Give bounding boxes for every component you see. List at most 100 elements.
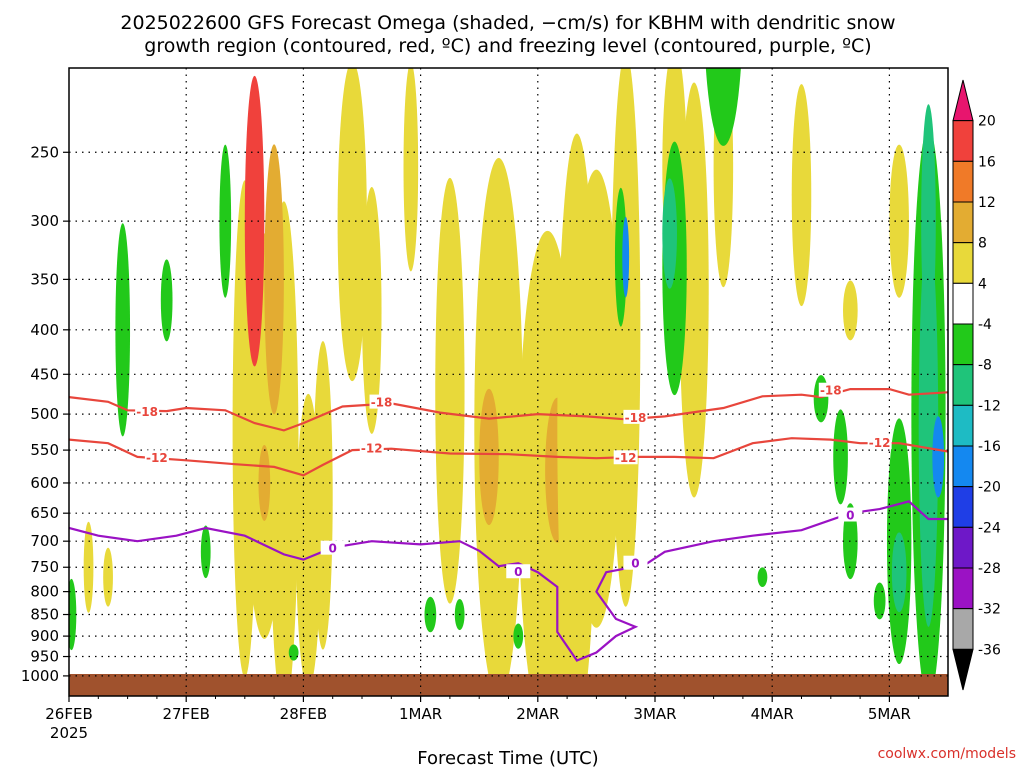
omega-shade-cell xyxy=(705,68,741,146)
y-tick-label: 250 xyxy=(30,143,59,161)
omega-shade-cell xyxy=(200,525,211,579)
y-tick-label: 600 xyxy=(30,474,59,492)
colorbar-swatch xyxy=(952,282,974,325)
contour-label-bg xyxy=(867,435,892,450)
omega-shade-cell xyxy=(622,216,630,298)
omega-shade-cell xyxy=(833,409,848,505)
y-tick-label: 450 xyxy=(30,365,59,383)
y-tick-label: 300 xyxy=(30,212,59,230)
colorbar-swatch xyxy=(952,404,974,447)
omega-shade-cell xyxy=(873,582,886,620)
chart-title-line1: 2025022600 GFS Forecast Omega (shaded, −… xyxy=(120,12,895,34)
colorbar-label: -36 xyxy=(978,642,1001,658)
y-tick-label: 850 xyxy=(30,606,59,624)
colorbar-label: 4 xyxy=(978,276,987,292)
omega-shading xyxy=(69,68,946,696)
x-axis-label: Forecast Time (UTC) xyxy=(417,748,598,768)
y-tick-label: 1000 xyxy=(21,667,59,685)
colorbar: 20 16 12 8 4 -4 -8 -12 -16 -20 -24 -28 -32 -36 xyxy=(952,79,1001,691)
colorbar-label: -16 xyxy=(978,439,1001,455)
colorbar-swatch xyxy=(952,648,974,691)
omega-shade-cell xyxy=(891,532,907,613)
x-tick-label: 3MAR xyxy=(633,705,676,723)
contour-label-bg xyxy=(818,382,843,397)
x-tick-label: 2MAR xyxy=(516,705,559,723)
y-tick-label: 350 xyxy=(30,270,59,288)
omega-shade-cell xyxy=(435,177,465,604)
grid-lines xyxy=(69,68,948,696)
omega-shade-cell xyxy=(288,644,299,661)
x-year-label: 2025 xyxy=(50,724,88,742)
omega-shade-cell xyxy=(244,75,265,367)
contour-label: -18 xyxy=(820,384,842,398)
contour-label-bg xyxy=(838,507,863,522)
y-tick-label: 400 xyxy=(30,321,59,339)
omega-shade-cell xyxy=(337,68,367,382)
contour-label-bg xyxy=(320,540,345,555)
ground-surface xyxy=(69,674,948,696)
omega-shade-cell xyxy=(474,157,524,696)
omega-shade-cell xyxy=(889,144,909,298)
omega-shade-cell xyxy=(103,547,113,607)
x-tick-label: 1MAR xyxy=(399,705,442,723)
contour-line xyxy=(69,500,948,662)
colorbar-label: 16 xyxy=(978,154,996,170)
omega-shade-cell xyxy=(932,416,945,498)
contour-label: -12 xyxy=(361,442,383,456)
plot-area: -18 -18 -18 -18 -12 -12 -12 -12 0 0 0 0 xyxy=(69,68,948,696)
y-tick-label: 550 xyxy=(30,441,59,459)
contour-label: -12 xyxy=(615,451,637,465)
omega-shade-cell xyxy=(424,596,437,633)
contour-label: 0 xyxy=(329,542,337,556)
contour-label-bg xyxy=(369,394,394,409)
contour-line xyxy=(69,388,948,432)
omega-shade-cell xyxy=(791,84,812,307)
x-tick-label: 26FEB xyxy=(45,705,92,723)
omega-shade-cell xyxy=(918,230,939,627)
chart-title-line2: growth region (contoured, red, ºC) and f… xyxy=(144,35,871,57)
omega-shade-cell xyxy=(479,388,499,526)
contour-label-bg xyxy=(144,450,169,465)
contour-label-bg xyxy=(623,555,648,570)
colorbar-swatch xyxy=(952,242,974,284)
contour-label-bg xyxy=(506,564,531,579)
colorbar-label: 8 xyxy=(978,236,987,252)
contour-label: 0 xyxy=(846,509,854,523)
contour-line xyxy=(69,437,948,477)
contour-label-bg xyxy=(613,450,638,465)
contour-label: -18 xyxy=(136,405,158,419)
omega-shade-cell xyxy=(679,82,709,498)
colorbar-swatch xyxy=(952,445,974,488)
colorbar-swatch xyxy=(952,608,974,650)
colorbar-label: -32 xyxy=(978,602,1001,618)
colorbar-swatch xyxy=(952,323,974,366)
contour-label: -18 xyxy=(625,411,647,425)
omega-shade-cell xyxy=(813,375,829,423)
x-tick-label: 28FEB xyxy=(280,705,327,723)
contour-label-bg xyxy=(623,409,648,424)
y-tick-label: 900 xyxy=(30,627,59,645)
omega-shade-cell xyxy=(160,259,173,342)
omega-shade-cell xyxy=(313,341,333,650)
omega-shade-cell xyxy=(264,144,284,415)
x-tick-label: 4MAR xyxy=(751,705,794,723)
y-tick-label: 800 xyxy=(30,583,59,601)
colorbar-swatch xyxy=(952,79,974,122)
y-tick-label: 650 xyxy=(30,504,59,522)
y-tick-label: 750 xyxy=(30,558,59,576)
colorbar-swatch xyxy=(952,201,974,244)
x-axis: 26FEB 27FEB 28FEB 1MAR 2MAR 3MAR 4MAR 5MAR xyxy=(45,696,920,723)
omega-shade-cell xyxy=(362,186,382,434)
colorbar-swatch xyxy=(952,486,974,528)
contour-label: 0 xyxy=(631,557,639,571)
contour-label: 0 xyxy=(514,565,522,579)
colorbar-label: -4 xyxy=(978,317,992,333)
omega-shade-cell xyxy=(403,68,419,272)
omega-shade-cell xyxy=(662,178,677,289)
colorbar-swatch xyxy=(952,160,974,203)
colorbar-label: -24 xyxy=(978,520,1001,536)
omega-shade-cell xyxy=(614,187,627,327)
contour-lines: -18 -18 -18 -18 -12 -12 -12 -12 0 0 0 0 xyxy=(69,382,948,662)
omega-shade-cell xyxy=(69,578,77,651)
